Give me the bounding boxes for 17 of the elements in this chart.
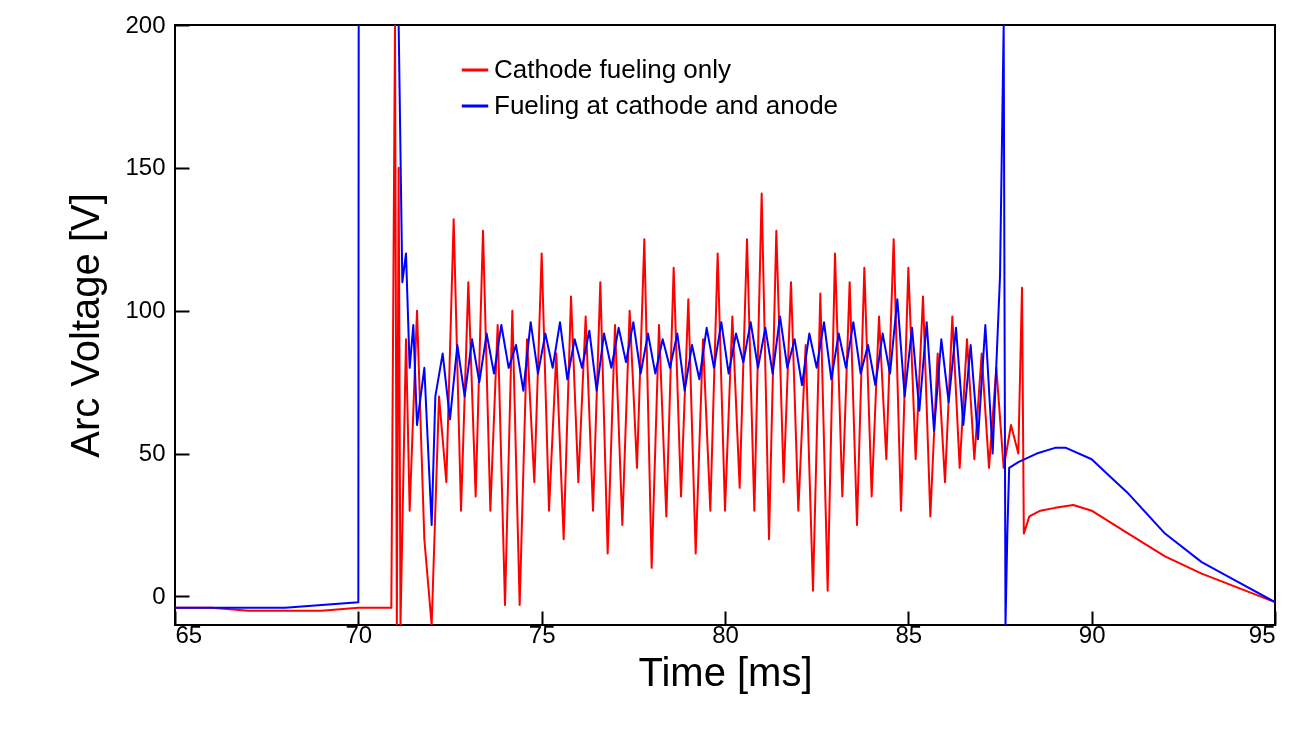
y-axis-title: Arc Voltage [V]: [63, 193, 108, 458]
x-tick-label: 65: [175, 620, 203, 648]
y-tick-label: 150: [125, 153, 166, 181]
legend-label: Cathode fueling only: [494, 54, 732, 84]
x-tick-label: 75: [528, 620, 556, 648]
x-tick-label: 95: [1248, 620, 1276, 648]
y-tick-label: 50: [138, 439, 166, 467]
x-tick-label: 70: [345, 620, 373, 648]
x-tick-label: 85: [895, 620, 923, 648]
y-tick-label: 0: [152, 581, 166, 609]
legend-label: Fueling at cathode and anode: [494, 90, 839, 120]
y-tick-label: 100: [125, 296, 166, 324]
x-tick-label: 90: [1078, 620, 1106, 648]
x-axis-title: Time [ms]: [638, 649, 813, 694]
y-tick-label: 200: [125, 10, 166, 38]
line-series: [175, 25, 1275, 625]
x-tick-label: 80: [712, 620, 739, 648]
